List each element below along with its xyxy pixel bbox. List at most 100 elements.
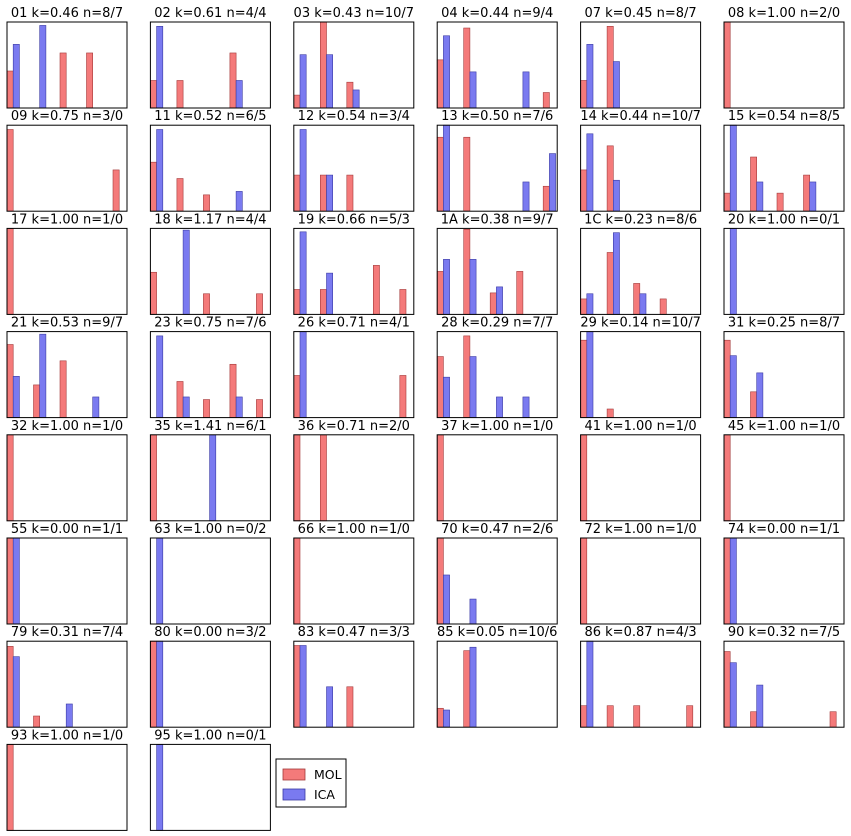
panel: 80 k=0.00 n=3/2: [149, 625, 271, 728]
ica-bar: [522, 396, 530, 418]
panel-frame: [293, 124, 415, 212]
panel: 18 k=1.17 n=4/4: [149, 212, 271, 315]
panel-frame: [6, 640, 128, 728]
panel-frame: [6, 124, 128, 212]
ica-bar: [443, 259, 450, 315]
panel: 04 k=0.44 n=9/4: [436, 6, 558, 109]
panel-background: [293, 331, 414, 418]
panel-background: [7, 538, 127, 624]
panel-title: 35 k=1.41 n=6/1: [154, 419, 266, 434]
mol-bar: [346, 686, 354, 728]
ica-bar: [443, 35, 450, 109]
panel-title: 08 k=1.00 n=2/0: [728, 6, 840, 21]
panel: 66 k=1.00 n=1/0: [293, 522, 415, 625]
panel-frame: [149, 537, 271, 625]
legend-swatch-ica: [282, 788, 306, 801]
panel-frame: [149, 227, 271, 315]
panel-background: [7, 434, 127, 521]
mol-bar: [399, 375, 407, 418]
panel: 31 k=0.25 n=8/7: [723, 316, 845, 419]
mol-bar: [606, 252, 614, 315]
mol-bar: [319, 174, 327, 212]
panel-background: [580, 641, 701, 728]
mol-bar: [293, 645, 301, 728]
mol-bar: [489, 292, 497, 315]
ica-bar: [156, 640, 164, 728]
panel-frame: [6, 331, 128, 419]
panel: 37 k=1.00 n=1/0: [436, 419, 558, 522]
ica-bar: [586, 133, 594, 212]
panel-title: 28 k=0.29 n=7/7: [441, 316, 553, 331]
panel: 85 k=0.05 n=10/6: [436, 625, 558, 728]
panel-background: [580, 538, 701, 624]
panel-background: [293, 434, 414, 521]
panel-title: 66 k=1.00 n=1/0: [298, 522, 410, 537]
mol-bar: [436, 434, 444, 522]
mol-bar: [176, 381, 184, 418]
legend: MOL ICA: [275, 758, 347, 808]
ica-bar: [235, 191, 243, 212]
mol-bar: [723, 21, 731, 109]
mol-bar: [750, 391, 757, 418]
mol-bar: [256, 293, 263, 315]
ica-bar: [12, 376, 20, 418]
panel-frame: [293, 537, 415, 625]
panel: 03 k=0.43 n=10/7: [293, 6, 415, 109]
ica-bar: [299, 231, 307, 315]
mol-bar: [33, 384, 40, 418]
mol-bar: [229, 52, 237, 109]
panel-frame: [149, 434, 271, 522]
mol-bar: [86, 52, 93, 109]
panel-background: [7, 125, 127, 212]
ica-bar: [496, 396, 503, 418]
panel-background: [437, 125, 558, 212]
mol-bar: [580, 298, 588, 315]
panel: 14 k=0.44 n=10/7: [580, 109, 702, 212]
ica-bar: [443, 574, 450, 625]
mol-bar: [606, 145, 614, 212]
mol-bar: [319, 434, 327, 522]
mol-bar: [150, 161, 157, 212]
mol-bar: [580, 705, 588, 728]
panel-background: [150, 228, 271, 315]
ica-bar: [756, 684, 764, 728]
ica-bar: [522, 181, 530, 212]
panel: 26 k=0.71 n=4/1: [293, 316, 415, 419]
ica-bar: [182, 396, 190, 418]
panel: 74 k=0.00 n=1/1: [723, 522, 845, 625]
mol-bar: [580, 169, 588, 212]
ica-bar: [612, 179, 620, 212]
panel-title: 29 k=0.14 n=10/7: [580, 316, 701, 331]
ica-bar: [729, 537, 737, 625]
panel-background: [580, 434, 701, 521]
ica-bar: [469, 259, 477, 315]
mol-bar: [6, 228, 14, 315]
ica-bar: [729, 124, 737, 212]
panel: 90 k=0.32 n=7/5: [723, 625, 845, 728]
panel-title: 31 k=0.25 n=8/7: [728, 316, 840, 331]
panel-background: [437, 641, 558, 728]
mol-bar: [33, 715, 40, 728]
panel-frame: [436, 640, 558, 728]
mol-bar: [319, 21, 327, 109]
mol-bar: [723, 434, 731, 522]
panel-title: 19 k=0.66 n=5/3: [298, 212, 410, 227]
ica-bar: [156, 537, 164, 625]
panel-frame: [436, 331, 558, 419]
panel-title: 32 k=1.00 n=1/0: [11, 419, 123, 434]
ica-bar: [326, 686, 333, 728]
panel-title: 03 k=0.43 n=10/7: [294, 6, 415, 21]
mol-bar: [346, 174, 354, 212]
panel-frame: [723, 124, 845, 212]
panel: 1C k=0.23 n=8/6: [580, 212, 702, 315]
ica-bar: [326, 272, 333, 315]
panel-title: 17 k=1.00 n=1/0: [11, 212, 123, 227]
panel-title: 79 k=0.31 n=7/4: [11, 625, 123, 640]
panel-frame: [723, 21, 845, 109]
panel-frame: [149, 21, 271, 109]
ica-bar: [729, 662, 737, 728]
panel-background: [150, 22, 271, 108]
ica-bar: [443, 124, 450, 212]
ica-bar: [756, 372, 764, 418]
panel-frame: [580, 21, 702, 109]
